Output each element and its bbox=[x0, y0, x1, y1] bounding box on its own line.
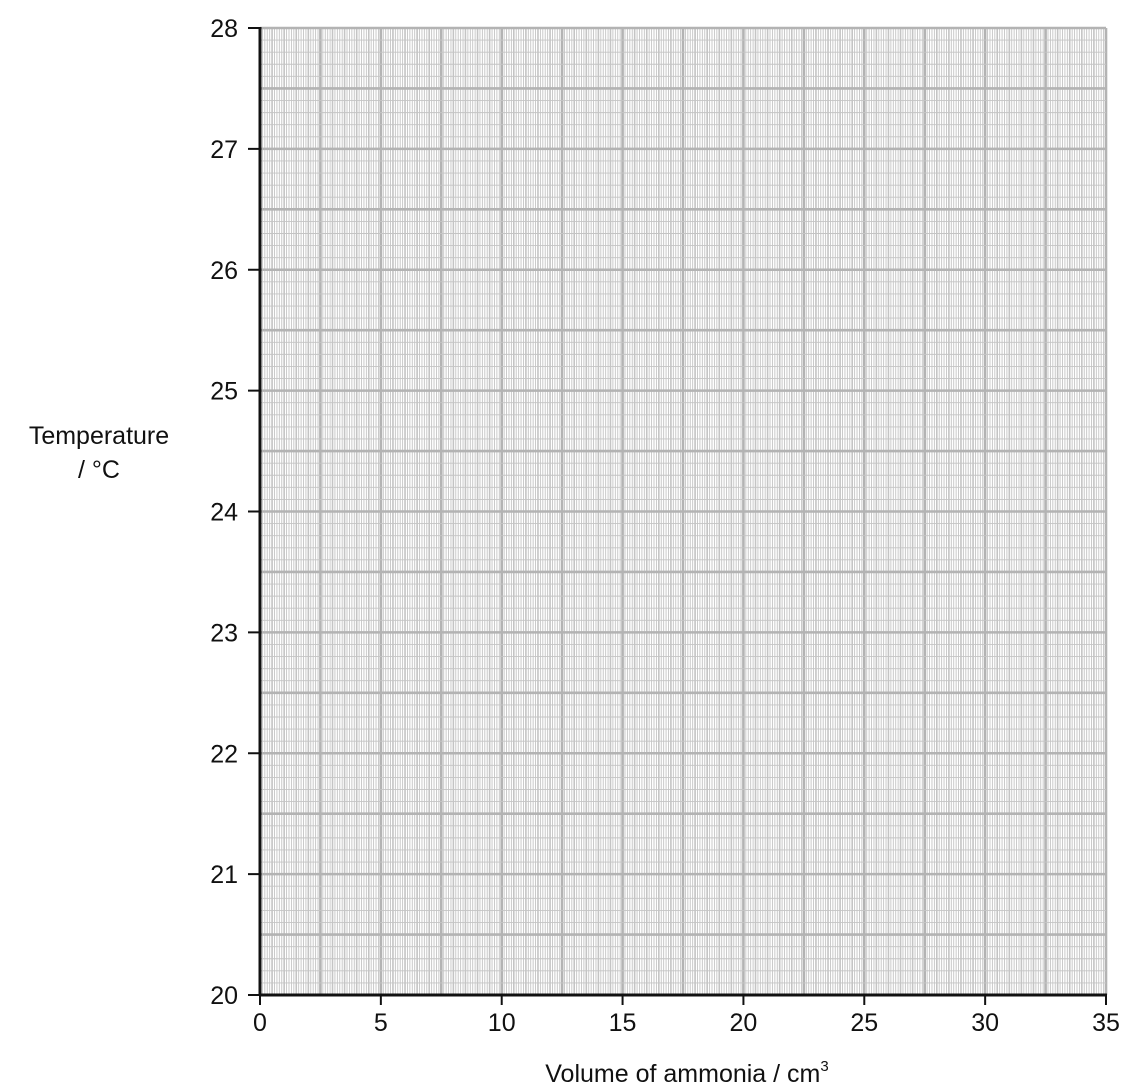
y-tick-label: 23 bbox=[210, 619, 238, 647]
x-tick-label: 20 bbox=[730, 1009, 758, 1037]
y-tick-label: 21 bbox=[210, 861, 238, 889]
x-axis-title-superscript: 3 bbox=[820, 1058, 828, 1075]
x-tick-label: 25 bbox=[850, 1009, 878, 1037]
y-axis-ticks: 20 21 22 23 24 25 26 27 28 bbox=[210, 15, 260, 1010]
x-tick-label: 5 bbox=[374, 1009, 388, 1037]
x-axis-title: Volume of ammonia / cm3 bbox=[545, 1058, 828, 1086]
x-tick-label: 0 bbox=[253, 1009, 267, 1037]
x-tick-label: 10 bbox=[488, 1009, 516, 1037]
y-tick-label: 27 bbox=[210, 136, 238, 164]
x-axis-ticks: 0 5 10 15 20 25 30 35 bbox=[253, 995, 1120, 1037]
y-axis-title-line2: / °C bbox=[78, 456, 120, 484]
x-tick-label: 35 bbox=[1092, 1009, 1120, 1037]
y-tick-label: 25 bbox=[210, 378, 238, 406]
y-tick-label: 24 bbox=[210, 499, 238, 527]
x-axis-title-text: Volume of ammonia / cm bbox=[545, 1060, 820, 1086]
y-tick-label: 26 bbox=[210, 257, 238, 285]
x-tick-label: 15 bbox=[609, 1009, 637, 1037]
y-axis-title-line1: Temperature bbox=[29, 422, 169, 450]
x-tick-label: 30 bbox=[971, 1009, 999, 1037]
y-tick-label: 20 bbox=[210, 982, 238, 1010]
y-tick-label: 28 bbox=[210, 15, 238, 43]
graph-paper-grid bbox=[258, 26, 1108, 997]
y-tick-label: 22 bbox=[210, 740, 238, 768]
